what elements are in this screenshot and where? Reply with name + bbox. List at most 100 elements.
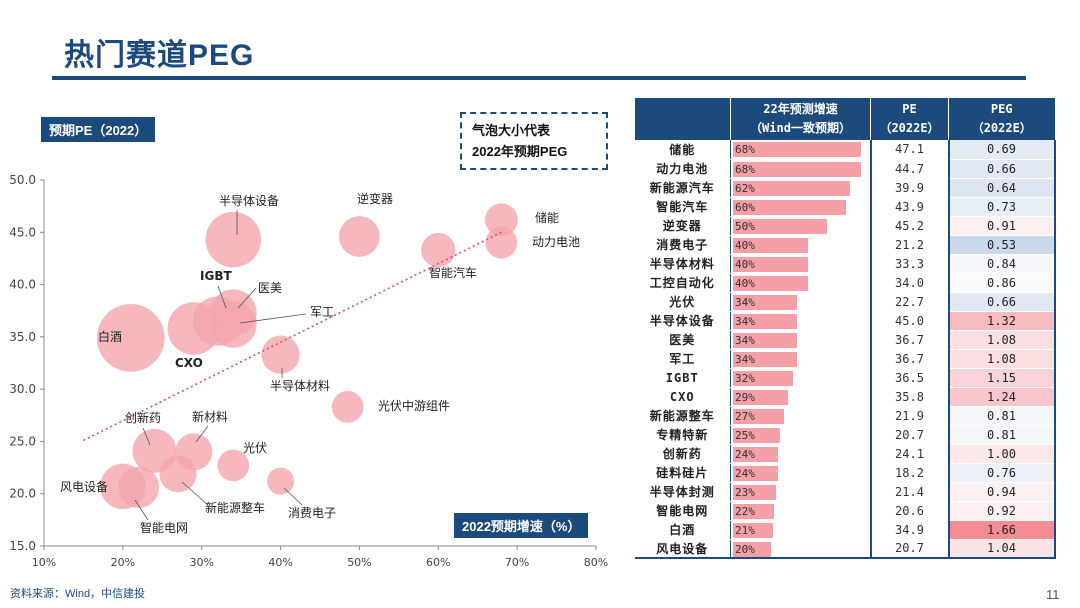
row-peg: 1.04 [947,539,1056,559]
row-name: IGBT [634,368,731,388]
x-tick-label: 50% [347,556,371,569]
bubble-16 [267,467,295,495]
row-pe: 20.6 [869,501,949,521]
bubble-1 [484,203,518,237]
table-row: IGBT 32% 36.5 1.15 [634,368,1056,388]
bubble-4 [339,216,380,257]
header-peg-line1: PEG [990,102,1013,116]
label-leader-line [134,499,149,521]
row-name: 半导体材料 [634,254,731,274]
row-name: 储能 [634,140,731,160]
row-pe: 45.0 [869,311,949,331]
header-pe-line2: （2022E） [879,121,940,135]
x-tick-label: 10% [32,556,56,569]
row-name: 医美 [634,330,731,350]
row-peg: 1.08 [947,349,1056,369]
growth-value: 25% [735,428,755,442]
row-name: 半导体设备 [634,311,731,331]
growth-value: 50% [735,219,755,233]
growth-bar [733,484,777,500]
row-growth-cell: 34% [730,349,871,369]
table-row: 智能汽车 60% 43.9 0.73 [634,197,1056,217]
header-growth-line1: 22年预测增速 [763,102,838,116]
row-peg: 0.73 [947,197,1056,217]
y-axis-title: 预期PE（2022） [41,117,156,142]
page-number: 11 [1046,587,1060,602]
bubble-2 [485,226,518,259]
row-growth-cell: 40% [730,273,871,293]
growth-value: 22% [735,504,755,518]
growth-value: 40% [735,257,755,271]
growth-bar [733,275,809,291]
row-growth-cell: 68% [730,159,871,179]
growth-bar [733,313,798,329]
growth-bar [733,161,862,177]
x-axis-title: 2022预期增速（%） [454,513,589,538]
row-growth-cell: 24% [730,463,871,483]
legend-line-1: 气泡大小代表 [472,123,551,138]
growth-bar [733,370,794,386]
table-row: 创新药 24% 24.1 1.00 [634,444,1056,464]
table-row: 白酒 21% 34.9 1.66 [634,520,1056,540]
growth-bar [733,389,788,405]
growth-bar [733,465,779,481]
table-row: 消费电子 40% 21.2 0.53 [634,235,1056,255]
growth-value: 60% [735,200,755,214]
growth-bar [733,294,798,310]
row-pe: 20.7 [869,539,949,559]
growth-value: 32% [735,371,755,385]
growth-bar [733,503,775,519]
table-row: 动力电池 68% 44.7 0.66 [634,159,1056,179]
label-leader-line [195,425,209,443]
row-name: 智能电网 [634,501,731,521]
row-name: CXO [634,387,731,407]
row-peg: 0.81 [947,425,1056,445]
bubble-label: 医美 [258,281,282,295]
row-name: 创新药 [634,444,731,464]
row-name: 光伏 [634,292,731,312]
growth-bar [733,446,779,462]
row-peg: 0.94 [947,482,1056,502]
header-peg-line2: （2022E） [971,121,1032,135]
row-name: 逆变器 [634,216,731,236]
bubble-label: 风电设备 [60,480,108,494]
growth-value: 20% [735,542,755,556]
bubble-label: 消费电子 [288,506,336,520]
growth-value: 68% [735,162,755,176]
row-peg: 0.53 [947,235,1056,255]
label-leader-line [237,287,257,309]
table-row: 新能源汽车 62% 39.9 0.64 [634,178,1056,198]
table-row: 半导体设备 34% 45.0 1.32 [634,311,1056,331]
table-row: 风电设备 20% 20.7 1.04 [634,539,1056,559]
row-growth-cell: 23% [730,482,871,502]
table-body: 储能 68% 47.1 0.69 动力电池 68% 44.7 0.66 新能源汽车 62% 39.9… [634,140,1056,559]
bubble-label: 半导体设备 [219,194,279,208]
label-leader-line [239,313,307,324]
bubble-5 [205,211,262,268]
bubble-label: 新能源整车 [205,500,265,515]
table-row: 军工 34% 36.7 1.08 [634,349,1056,369]
growth-value: 40% [735,276,755,290]
row-name: 智能汽车 [634,197,731,217]
growth-value: 40% [735,238,755,252]
growth-bar [733,142,862,157]
growth-value: 62% [735,181,755,195]
row-pe: 24.1 [869,444,949,464]
row-name: 硅料硅片 [634,463,731,483]
row-growth-cell: 50% [730,216,871,236]
row-growth-cell: 62% [730,178,871,198]
row-name: 动力电池 [634,159,731,179]
row-pe: 34.9 [869,520,949,540]
x-tick-label: 70% [505,556,529,569]
bubble-12 [331,391,364,423]
row-peg: 0.69 [947,140,1056,160]
bubble-15 [217,449,250,482]
x-tick-label: 80% [584,556,608,569]
bubble-label: 动力电池 [532,235,580,249]
growth-value: 23% [735,485,755,499]
row-peg: 1.08 [947,330,1056,350]
table-header-row: 22年预测增速 （Wind一致预期） PE （2022E） PEG （2022E… [634,98,1055,140]
bubble-19 [100,463,146,510]
table-row: 专精特新 25% 20.7 0.81 [634,425,1056,445]
row-peg: 0.86 [947,273,1056,293]
